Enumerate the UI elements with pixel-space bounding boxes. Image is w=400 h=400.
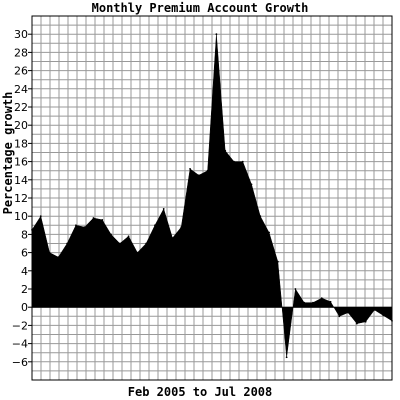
data-point <box>382 314 385 317</box>
y-tick-label: 18 <box>14 137 28 150</box>
data-point <box>39 215 42 218</box>
data-point <box>197 174 200 177</box>
data-point <box>66 242 69 245</box>
data-point <box>347 311 349 314</box>
y-tick-label: 28 <box>14 46 28 59</box>
data-point <box>136 251 139 254</box>
y-tick-label: 30 <box>14 28 28 41</box>
series-layer <box>31 33 393 359</box>
data-point <box>92 217 95 219</box>
y-tick-label: 12 <box>14 192 28 205</box>
data-point <box>206 169 209 172</box>
data-point <box>127 235 130 238</box>
data-point <box>233 160 235 163</box>
data-point <box>373 309 376 311</box>
data-point <box>355 322 358 325</box>
data-point <box>241 160 244 163</box>
data-point <box>118 242 121 245</box>
y-tick-label: 6 <box>21 247 28 260</box>
data-point <box>110 233 112 236</box>
data-point <box>312 301 314 304</box>
data-point <box>57 256 60 259</box>
data-point <box>83 226 86 229</box>
data-point <box>294 288 297 290</box>
data-point <box>162 208 165 210</box>
y-tick-label: −6 <box>12 356 28 369</box>
x-axis-label: Feb 2005 to Jul 2008 <box>128 385 273 399</box>
data-point <box>145 242 148 245</box>
data-point <box>154 224 156 227</box>
y-tick-label: 4 <box>21 265 28 278</box>
data-point <box>48 251 51 254</box>
data-point <box>171 237 174 239</box>
data-point <box>224 149 227 152</box>
data-point <box>285 356 288 359</box>
y-tick-label: 8 <box>21 228 28 241</box>
data-point <box>75 224 77 227</box>
data-point <box>268 231 270 234</box>
y-tick-label: 24 <box>14 83 28 96</box>
data-point <box>180 226 183 229</box>
data-point <box>215 33 218 36</box>
y-tick-label: 2 <box>21 283 28 296</box>
data-point <box>338 315 341 318</box>
y-tick-label: 0 <box>21 301 28 314</box>
y-tick-label: 14 <box>14 174 28 187</box>
data-point <box>320 297 323 299</box>
y-tick-label: 10 <box>14 210 28 223</box>
y-tick-label: 20 <box>14 119 28 132</box>
y-tick-label: 26 <box>14 65 28 78</box>
data-point <box>329 300 332 303</box>
data-point <box>101 218 104 221</box>
y-tick-label: −4 <box>12 338 28 351</box>
y-axis-label: Percentage growth <box>1 92 15 215</box>
y-tick-label: −2 <box>12 319 28 332</box>
data-point <box>250 183 253 186</box>
y-tick-label: 16 <box>14 156 28 169</box>
data-point <box>303 301 306 304</box>
data-point <box>276 260 279 263</box>
data-point <box>259 215 262 218</box>
data-point <box>364 320 367 323</box>
y-tick-label: 22 <box>14 101 28 114</box>
chart-title: Monthly Premium Account Growth <box>92 1 309 15</box>
data-point <box>189 167 191 170</box>
